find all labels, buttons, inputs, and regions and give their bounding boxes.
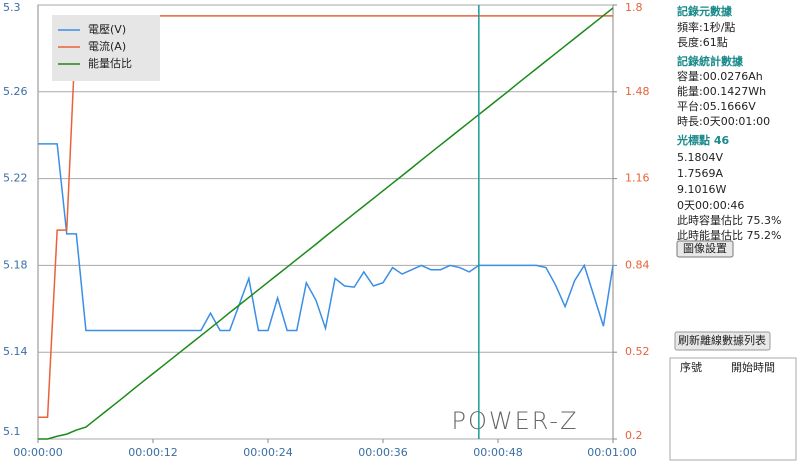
y-tick-label: 5.26 (3, 85, 28, 98)
y-tick-label: 5.3 (3, 1, 21, 14)
capacity: 容量:00.0276Ah (677, 69, 763, 83)
y-tick-label: 5.14 (3, 345, 28, 358)
settings-button[interactable] (676, 240, 734, 258)
stats-title: 記錄統計數據 (677, 54, 744, 68)
y2-tick-label: 1.16 (625, 172, 650, 185)
y2-tick-label: 0.2 (625, 429, 643, 442)
x-tick-label: 00:00:48 (473, 446, 522, 459)
plateau: 平台:05.1666V (677, 99, 756, 113)
series-line (38, 7, 614, 440)
y2-tick-label: 0.52 (625, 345, 650, 358)
refresh-button[interactable] (674, 331, 771, 351)
record-table (669, 357, 797, 461)
duration: 時長:0天00:01:00 (677, 115, 770, 128)
x-tick-label: 00:00:00 (13, 446, 62, 459)
energy: 能量:00.1427Wh (677, 84, 766, 98)
current: 1.7569A (677, 167, 723, 180)
refresh-button-label[interactable]: 刷新離線數據列表 (678, 333, 766, 347)
time: 0天00:00:46 (677, 199, 744, 212)
power: 9.1016W (677, 183, 726, 196)
legend-label: 電流(A) (88, 39, 126, 53)
y2-tick-label: 1.8 (625, 1, 643, 14)
energy-ratio: 此時能量估比 75.2% (677, 228, 781, 242)
table-header: 序號 (680, 360, 702, 374)
x-tick-label: 00:00:36 (358, 446, 407, 459)
legend-box (52, 15, 160, 81)
x-tick-label: 00:00:24 (243, 446, 292, 459)
legend-label: 電壓(V) (88, 23, 126, 36)
table-header: 開始時間 (731, 360, 775, 374)
chart: 5.1 5.14 5.18 5.22 5.26 5.3 0.2 0.52 0.84 1.16 1.4… (3, 1, 650, 459)
legend: 電壓(V) 電流(A) 能量估比 (52, 15, 160, 81)
legend-label: 能量估比 (88, 56, 132, 70)
y-tick-label: 5.18 (3, 258, 28, 271)
y2-tick-label: 0.84 (625, 258, 650, 271)
y-tick-label: 5.1 (3, 425, 21, 438)
series-line (38, 143, 614, 332)
cursor-title: 光標點 46 (676, 133, 729, 147)
y-tick-label: 5.22 (3, 172, 28, 185)
y2-tick-label: 1.48 (625, 85, 650, 98)
watermark: POWER-Z (451, 407, 578, 435)
meta-title: 記錄元數據 (677, 4, 733, 18)
freq: 頻率:1秒/點 (677, 20, 735, 34)
length: 長度:61點 (677, 35, 728, 49)
x-tick-label: 00:01:00 (587, 446, 636, 459)
x-tick-label: 00:00:12 (128, 446, 177, 459)
settings-button-label[interactable]: 圖像設置 (683, 241, 727, 255)
voltage: 5.1804V (677, 151, 723, 164)
side-panel: 記錄元數據 頻率:1秒/點 長度:61點 記錄統計數據 容量:00.0276Ah… (669, 4, 797, 461)
cap-ratio: 此時容量估比 75.3% (677, 213, 781, 227)
